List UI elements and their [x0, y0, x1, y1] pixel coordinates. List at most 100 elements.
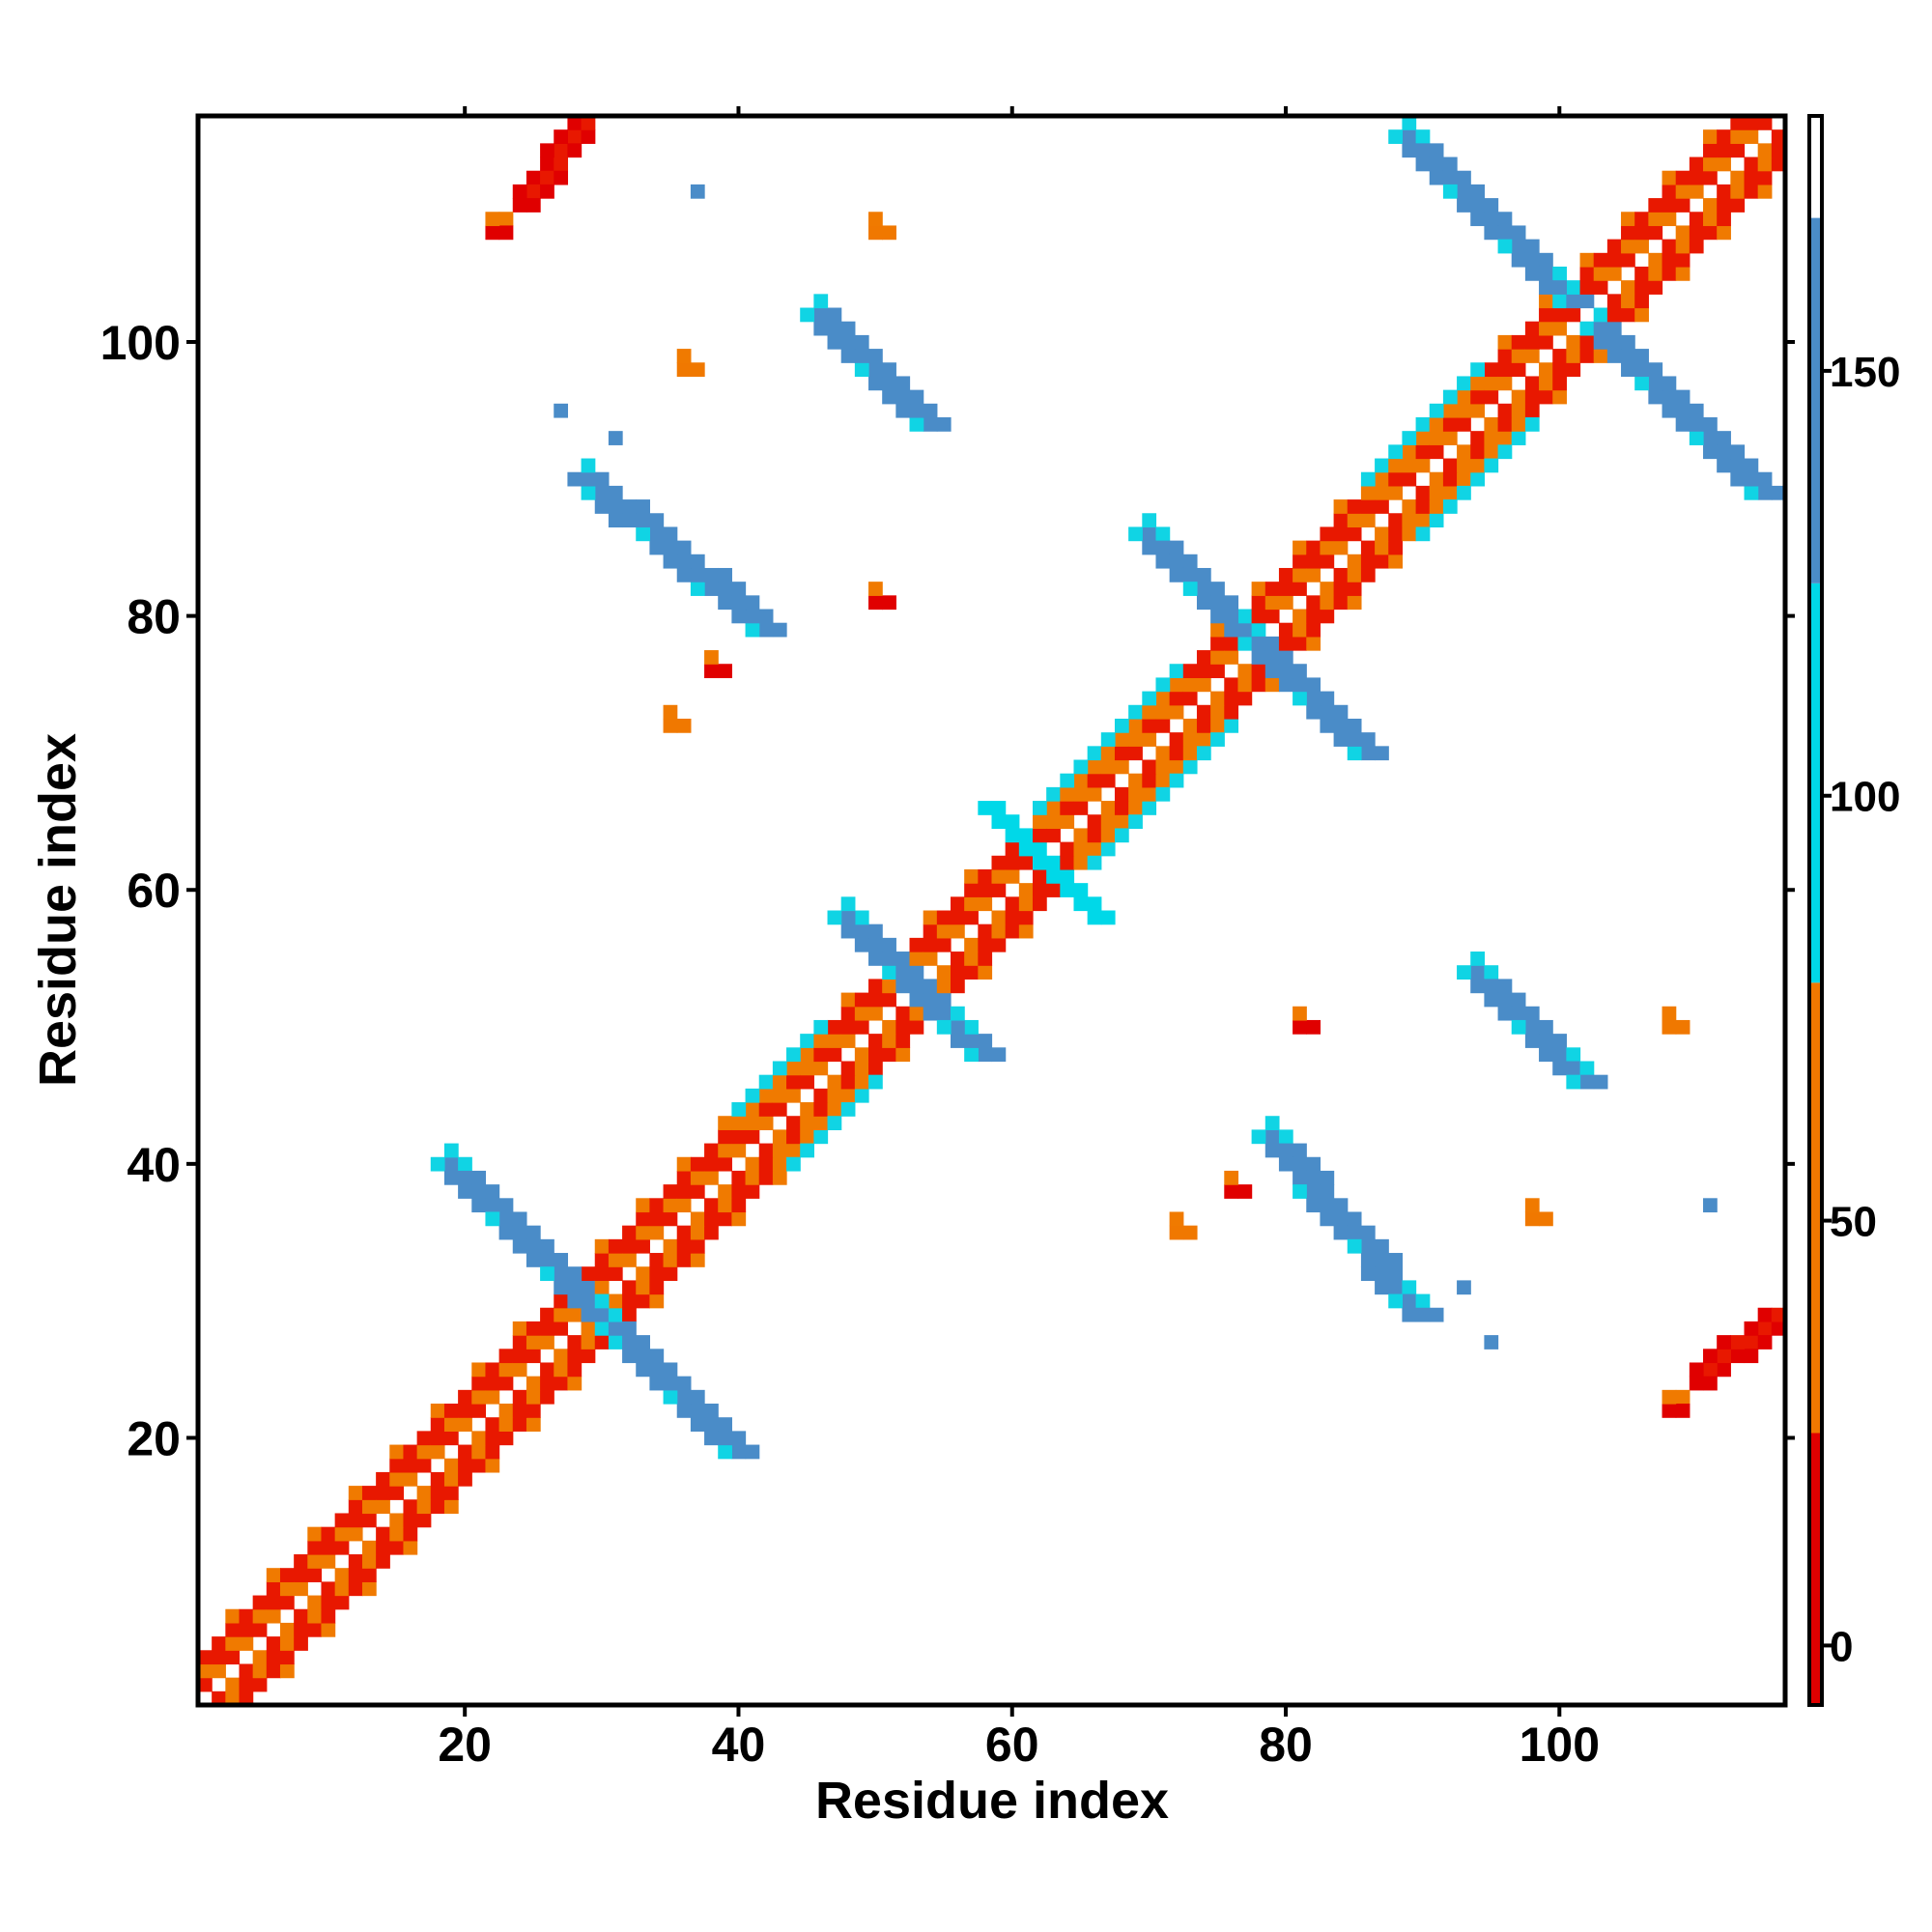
heatmap-cell: [1060, 841, 1075, 857]
heatmap-cell: [1470, 431, 1485, 445]
heatmap-cell: [991, 937, 1007, 952]
heatmap-cell: [745, 1102, 760, 1117]
heatmap-cell: [1142, 540, 1157, 555]
heatmap-cell: [1196, 567, 1211, 582]
heatmap-cell: [567, 1280, 582, 1295]
heatmap-cell: [212, 1650, 226, 1665]
heatmap-cell: [800, 1129, 814, 1145]
heatmap-cell: [1415, 416, 1431, 432]
heatmap-cell: [348, 1499, 363, 1515]
heatmap-cell: [1402, 458, 1417, 473]
heatmap-cell: [1621, 252, 1635, 268]
heatmap-cell: [676, 1238, 692, 1254]
heatmap-cell: [416, 1513, 432, 1528]
heatmap-cell: [936, 937, 952, 952]
heatmap-cell: [813, 1088, 829, 1103]
heatmap-cell: [1306, 595, 1321, 611]
heatmap-cell: [1757, 1307, 1773, 1322]
heatmap-cell: [512, 1362, 527, 1378]
heatmap-cell: [376, 1486, 390, 1500]
heatmap-cell: [1060, 814, 1075, 830]
heatmap-cell: [1032, 868, 1047, 884]
heatmap-cell: [1333, 595, 1349, 611]
heatmap-cell: [1675, 416, 1690, 432]
heatmap-cell: [198, 1650, 213, 1665]
heatmap-cell: [458, 1417, 472, 1432]
heatmap-cell: [1730, 458, 1746, 473]
heatmap-cell: [403, 1444, 418, 1460]
heatmap-cell: [704, 582, 719, 596]
heatmap-cell: [1648, 252, 1663, 268]
heatmap-cell: [1251, 595, 1266, 611]
heatmap-cell: [471, 1170, 487, 1185]
heatmap-cell: [1457, 965, 1471, 980]
heatmap-cell: [1497, 349, 1513, 363]
heatmap-cell: [731, 1184, 747, 1199]
heatmap-cell: [622, 1253, 637, 1267]
heatmap-cell: [1210, 650, 1225, 665]
heatmap-cell: [1744, 1335, 1759, 1350]
heatmap-cell: [1539, 1211, 1553, 1227]
heatmap-cell: [430, 1417, 445, 1432]
heatmap-cell: [1293, 540, 1307, 555]
heatmap-cell: [1032, 896, 1047, 912]
heatmap-cell: [800, 1143, 814, 1158]
heatmap-cell: [1293, 636, 1307, 651]
heatmap-cell: [676, 1225, 692, 1240]
heatmap-cell: [868, 923, 883, 939]
heatmap-cell: [1347, 746, 1362, 761]
heatmap-cell: [676, 1170, 692, 1185]
heatmap-cell: [1293, 677, 1307, 693]
heatmap-cell: [1621, 225, 1635, 241]
heatmap-cell: [1675, 184, 1690, 199]
heatmap-cell: [1237, 636, 1253, 651]
heatmap-cell: [567, 1376, 582, 1391]
heatmap-cell: [458, 1458, 472, 1473]
heatmap-cell: [1142, 691, 1157, 706]
heatmap-cell: [1306, 1184, 1321, 1199]
heatmap-cell: [567, 1266, 582, 1281]
heatmap-cell: [1114, 814, 1129, 830]
heatmap-cell: [239, 1677, 254, 1692]
y-axis-ticks: 20 40 60 80 100: [100, 316, 1795, 1465]
heatmap-cell: [636, 1349, 650, 1364]
heatmap-cell: [731, 1198, 747, 1213]
heatmap-cell: [978, 1047, 993, 1063]
heatmap-cell: [1402, 526, 1417, 542]
heatmap-cell: [758, 1156, 774, 1172]
heatmap-cell: [1169, 773, 1184, 788]
heatmap-cell: [1237, 664, 1253, 679]
heatmap-cell: [252, 1663, 268, 1679]
heatmap-cell: [1429, 416, 1444, 432]
heatmap-cell: [540, 1376, 554, 1391]
heatmap-cell: [485, 1389, 500, 1405]
heatmap-cell: [1264, 1116, 1280, 1130]
heatmap-cell: [526, 1253, 541, 1267]
heatmap-cell: [1606, 239, 1622, 254]
heatmap-cell: [540, 156, 554, 172]
heatmap-cell: [704, 650, 719, 665]
heatmap-cell: [1402, 143, 1417, 158]
heatmap-cell: [1402, 1280, 1417, 1295]
heatmap-cell: [649, 1253, 665, 1267]
heatmap-cell: [1689, 239, 1704, 254]
heatmap-cell: [1320, 704, 1335, 720]
heatmap-cell: [1730, 471, 1746, 487]
heatmap-cell: [1621, 349, 1635, 363]
heatmap-cell: [1333, 540, 1349, 555]
heatmap-cell: [1005, 828, 1020, 843]
heatmap-cell: [676, 554, 692, 569]
heatmap-cell: [1457, 170, 1471, 185]
heatmap-cell: [307, 1608, 323, 1624]
heatmap-cell: [1689, 416, 1704, 432]
heatmap-cell: [1100, 732, 1116, 747]
heatmap-cell: [1442, 471, 1458, 487]
heatmap-cell: [1730, 116, 1746, 130]
heatmap-cell: [951, 1006, 965, 1021]
heatmap-cell: [389, 1458, 405, 1473]
heatmap-cell: [704, 1431, 719, 1446]
heatmap-cell: [1703, 129, 1718, 144]
heatmap-cell: [663, 526, 678, 542]
heatmap-cell: [1539, 1019, 1553, 1035]
heatmap-cell: [526, 184, 541, 199]
